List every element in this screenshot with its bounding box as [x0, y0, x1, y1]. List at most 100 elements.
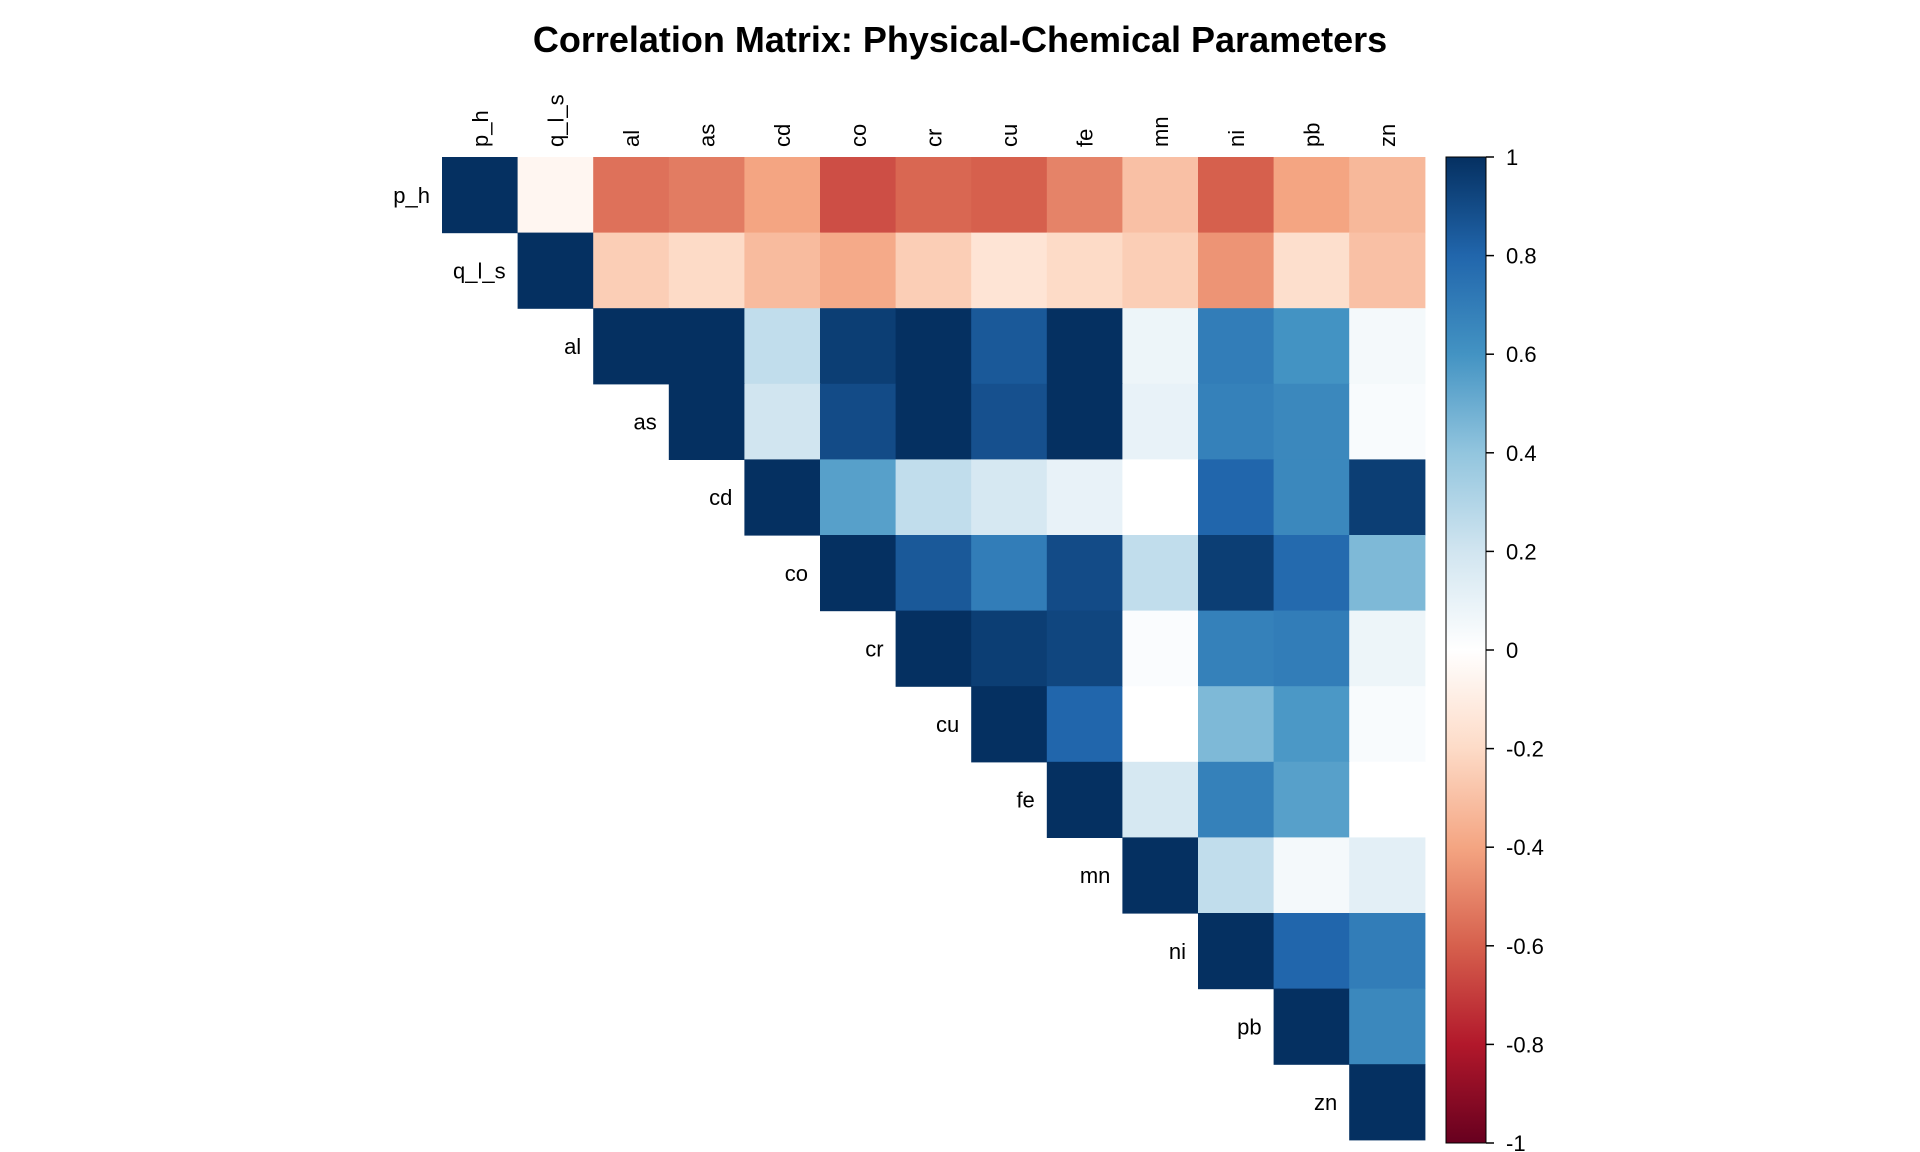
column-label-al: al — [619, 130, 644, 147]
row-label-cd: cd — [709, 485, 732, 510]
heatmap-cell-cd-cr — [895, 459, 972, 536]
colorbar-tick-label: -0.6 — [1506, 934, 1544, 959]
heatmap-cell-cd-fe — [1046, 459, 1123, 536]
heatmap-cell-p_h-cd — [744, 157, 821, 234]
colorbar-tick-label: -0.2 — [1506, 737, 1544, 762]
column-label-cd: cd — [770, 124, 795, 147]
heatmap-cell-cu-pb — [1273, 686, 1350, 763]
column-label-fe: fe — [1073, 129, 1098, 147]
row-label-q_l_s: q_l_s — [453, 258, 506, 283]
heatmap-cell-cd-cd — [744, 459, 821, 536]
heatmap-cell-q_l_s-cr — [895, 232, 972, 309]
column-label-cr: cr — [921, 129, 946, 147]
heatmap-cell-cr-zn — [1349, 610, 1426, 687]
heatmap-cell-al-al — [593, 308, 670, 385]
heatmap-cell-cr-mn — [1122, 610, 1199, 687]
heatmap-cell-q_l_s-q_l_s — [517, 232, 594, 309]
heatmap-cell-q_l_s-as — [668, 232, 745, 309]
heatmap-cell-al-pb — [1273, 308, 1350, 385]
heatmap-cell-as-pb — [1273, 383, 1350, 460]
heatmap-cell-zn-zn — [1349, 1064, 1426, 1141]
heatmap-cell-q_l_s-cd — [744, 232, 821, 309]
heatmap-cell-p_h-cu — [971, 157, 1048, 234]
heatmap-cell-co-pb — [1273, 535, 1350, 612]
heatmap-cell-co-fe — [1046, 535, 1123, 612]
heatmap-cell-pb-zn — [1349, 988, 1426, 1065]
heatmap-cell-fe-mn — [1122, 761, 1199, 838]
column-label-cu: cu — [997, 124, 1022, 147]
heatmap-cell-cd-pb — [1273, 459, 1350, 536]
heatmap-cell-al-cd — [744, 308, 821, 385]
heatmap-cell-p_h-fe — [1046, 157, 1123, 234]
heatmap-cell-cu-zn — [1349, 686, 1426, 763]
heatmap-cell-p_h-pb — [1273, 157, 1350, 234]
column-label-ni: ni — [1224, 130, 1249, 147]
column-label-as: as — [695, 124, 720, 147]
heatmap-cell-al-cr — [895, 308, 972, 385]
row-label-ni: ni — [1169, 939, 1186, 964]
heatmap-cell-as-as — [668, 383, 745, 460]
heatmap-cell-q_l_s-cu — [971, 232, 1048, 309]
heatmap-cell-fe-zn — [1349, 761, 1426, 838]
heatmap-cell-fe-pb — [1273, 761, 1350, 838]
column-label-mn: mn — [1148, 116, 1173, 147]
heatmap-cell-fe-ni — [1198, 761, 1275, 838]
heatmap-cell-cu-ni — [1198, 686, 1275, 763]
heatmap-cell-al-ni — [1198, 308, 1275, 385]
heatmap-cell-as-cu — [971, 383, 1048, 460]
colorbar-tick-label: -1 — [1506, 1131, 1526, 1152]
row-label-co: co — [785, 561, 808, 586]
row-label-zn: zn — [1314, 1090, 1337, 1115]
heatmap-cell-cd-cu — [971, 459, 1048, 536]
heatmap-cell-al-fe — [1046, 308, 1123, 385]
heatmap-cell-cr-cr — [895, 610, 972, 687]
row-label-al: al — [564, 334, 581, 359]
row-label-fe: fe — [1016, 788, 1034, 813]
colorbar-tick-label: -0.8 — [1506, 1032, 1544, 1057]
heatmap-cell-p_h-p_h — [442, 157, 519, 234]
heatmap-cell-mn-zn — [1349, 837, 1426, 914]
heatmap-cell-co-zn — [1349, 535, 1426, 612]
heatmap-cell-co-ni — [1198, 535, 1275, 612]
column-label-p_h: p_h — [468, 110, 493, 147]
heatmap-cell-ni-zn — [1349, 913, 1426, 990]
heatmap-cell-as-zn — [1349, 383, 1426, 460]
heatmap-cell-q_l_s-fe — [1046, 232, 1123, 309]
heatmap-cell-co-cr — [895, 535, 972, 612]
heatmap-cell-co-cu — [971, 535, 1048, 612]
heatmap-cell-co-co — [820, 535, 897, 612]
heatmap-cell-al-zn — [1349, 308, 1426, 385]
heatmap-cell-cu-fe — [1046, 686, 1123, 763]
row-label-as: as — [634, 410, 657, 435]
colorbar-tick-label: 0.8 — [1506, 244, 1537, 269]
heatmap-cell-mn-mn — [1122, 837, 1199, 914]
heatmap-cell-cr-pb — [1273, 610, 1350, 687]
row-label-p_h: p_h — [393, 183, 430, 208]
heatmap-cell-p_h-co — [820, 157, 897, 234]
heatmap-cell-as-co — [820, 383, 897, 460]
column-label-pb: pb — [1299, 123, 1324, 147]
heatmap-cell-cr-ni — [1198, 610, 1275, 687]
column-label-q_l_s: q_l_s — [543, 94, 568, 147]
heatmap-cell-p_h-al — [593, 157, 670, 234]
heatmap-cell-q_l_s-ni — [1198, 232, 1275, 309]
row-label-mn: mn — [1080, 863, 1111, 888]
heatmap-cell-p_h-as — [668, 157, 745, 234]
heatmap-cell-q_l_s-zn — [1349, 232, 1426, 309]
colorbar: 1 0.8 0.6 0.4 0.2 0 -0.2 -0.4 -0.6 -0.8 -1 — [1445, 145, 1544, 1152]
heatmap-cell-p_h-mn — [1122, 157, 1199, 234]
colorbar-tick-label: 0.4 — [1506, 441, 1537, 466]
heatmap-cell-p_h-zn — [1349, 157, 1426, 234]
heatmap-cell-cu-cu — [971, 686, 1048, 763]
heatmap-cell-cd-co — [820, 459, 897, 536]
column-label-co: co — [846, 124, 871, 147]
heatmap-cell-al-as — [668, 308, 745, 385]
heatmap-cell-al-co — [820, 308, 897, 385]
heatmap-cell-as-mn — [1122, 383, 1199, 460]
colorbar-tick-label: -0.4 — [1506, 835, 1544, 860]
heatmap-cell-pb-pb — [1273, 988, 1350, 1065]
heatmap-cell-fe-fe — [1046, 761, 1123, 838]
heatmap-cell-cd-mn — [1122, 459, 1199, 536]
heatmap-cell-cd-ni — [1198, 459, 1275, 536]
